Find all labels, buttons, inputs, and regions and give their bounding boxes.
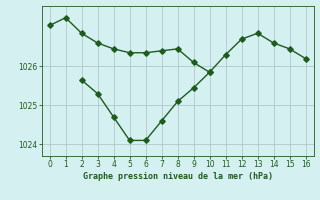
X-axis label: Graphe pression niveau de la mer (hPa): Graphe pression niveau de la mer (hPa) bbox=[83, 172, 273, 181]
